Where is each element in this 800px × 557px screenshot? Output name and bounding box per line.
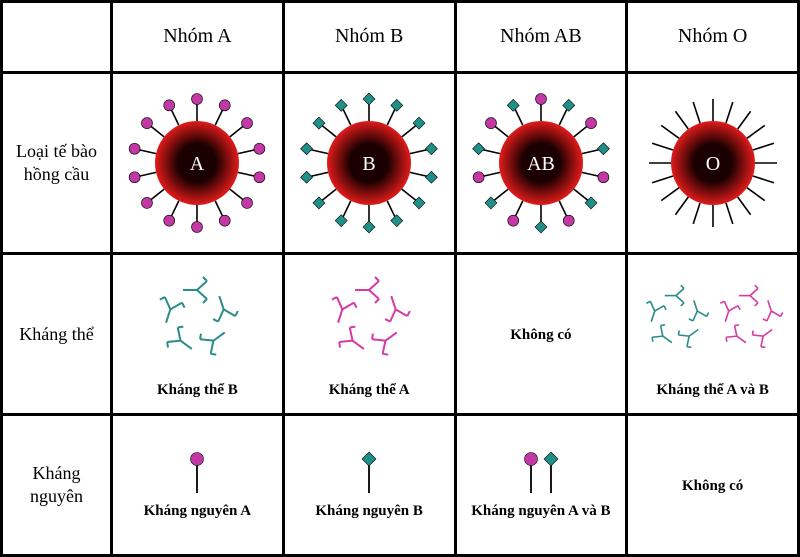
rbc-o-diagram: O xyxy=(632,78,793,248)
antigen-o-diagram: Không có xyxy=(632,420,793,550)
antibody-label: Không có xyxy=(510,327,571,344)
antigen-a-diagram: Kháng nguyên A xyxy=(117,420,278,550)
antibody-b-cell: Kháng thể A xyxy=(283,253,455,414)
rbc-a-diagram: A xyxy=(117,78,278,248)
rowlabel-antibody-text: Kháng thể xyxy=(7,323,106,346)
antigen-label: Kháng nguyên A và B xyxy=(471,503,610,520)
antigen-label: Không có xyxy=(682,478,743,495)
header-a: Nhóm A xyxy=(112,2,284,73)
antigen-o-cell: Không có xyxy=(627,414,799,555)
antigen-b-diagram: Kháng nguyên B xyxy=(289,420,450,550)
header-o: Nhóm O xyxy=(627,2,799,73)
antigen-a-cell: Kháng nguyên A xyxy=(112,414,284,555)
rowlabel-antigen: Kháng nguyên xyxy=(2,414,112,555)
rbc-o-cell: O xyxy=(627,72,799,253)
antibody-b-diagram: Kháng thể A xyxy=(289,259,450,409)
svg-text:B: B xyxy=(362,153,375,175)
blood-type-table: Nhóm A Nhóm B Nhóm AB Nhóm O Loại tế bào… xyxy=(0,0,800,557)
rowlabel-rbc: Loại tế bào hồng cầu xyxy=(2,72,112,253)
header-b: Nhóm B xyxy=(283,2,455,73)
header-o-text: Nhóm O xyxy=(678,25,747,47)
antibody-label: Kháng thể B xyxy=(157,382,238,399)
header-ab-text: Nhóm AB xyxy=(500,25,582,47)
rbc-b-diagram: B xyxy=(289,78,450,248)
header-b-text: Nhóm B xyxy=(335,25,403,47)
header-a-text: Nhóm A xyxy=(163,25,231,47)
rowlabel-antibody: Kháng thể xyxy=(2,253,112,414)
rbc-b-cell: B xyxy=(283,72,455,253)
antibody-ab-cell: Không có xyxy=(455,253,627,414)
rbc-ab-diagram: AB xyxy=(461,78,622,248)
antigen-label: Kháng nguyên A xyxy=(144,503,252,520)
antibody-label: Kháng thể A và B xyxy=(656,382,769,399)
rowlabel-rbc-text: Loại tế bào hồng cầu xyxy=(7,140,106,185)
antigen-b-cell: Kháng nguyên B xyxy=(283,414,455,555)
corner-cell xyxy=(2,2,112,73)
antibody-o-diagram: Kháng thể A và B xyxy=(632,259,793,409)
antibody-a-diagram: Kháng thể B xyxy=(117,259,278,409)
rbc-ab-cell: AB xyxy=(455,72,627,253)
antigen-label: Kháng nguyên B xyxy=(315,503,423,520)
antibody-a-cell: Kháng thể B xyxy=(112,253,284,414)
antibody-ab-diagram: Không có xyxy=(461,259,622,409)
svg-text:AB: AB xyxy=(527,153,555,175)
svg-text:O: O xyxy=(705,153,719,175)
svg-text:A: A xyxy=(190,153,205,175)
antigen-ab-diagram: Kháng nguyên A và B xyxy=(461,420,622,550)
antibody-o-cell: Kháng thể A và B xyxy=(627,253,799,414)
antibody-label: Kháng thể A xyxy=(329,382,410,399)
antigen-ab-cell: Kháng nguyên A và B xyxy=(455,414,627,555)
rbc-a-cell: A xyxy=(112,72,284,253)
rowlabel-antigen-text: Kháng nguyên xyxy=(7,462,106,507)
header-ab: Nhóm AB xyxy=(455,2,627,73)
